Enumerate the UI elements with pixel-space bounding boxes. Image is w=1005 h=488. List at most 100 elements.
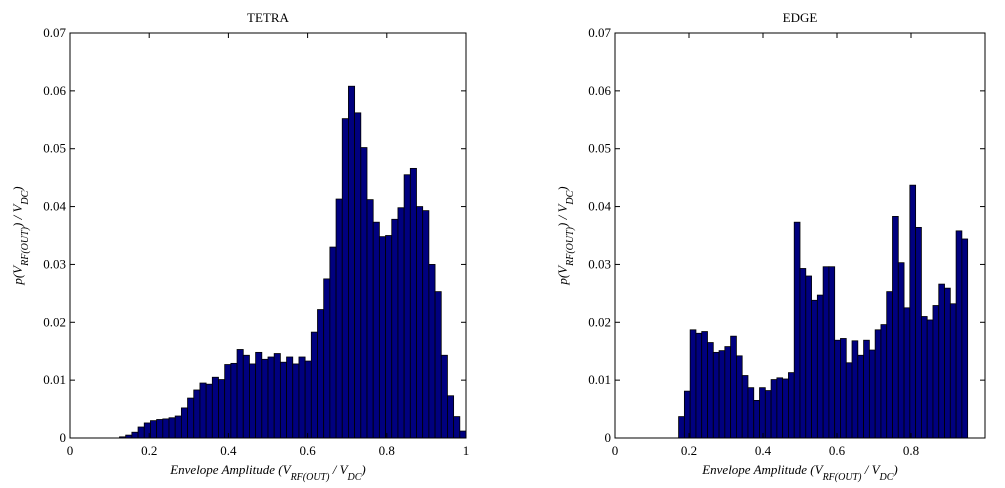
bar (955, 230, 963, 439)
bar (903, 307, 911, 439)
bar (909, 184, 917, 439)
bar (689, 329, 697, 439)
bar (273, 353, 281, 439)
subscript: DC (879, 472, 894, 483)
bar (323, 278, 331, 439)
bar (310, 331, 318, 439)
label-part: ) (360, 462, 365, 477)
bar (799, 268, 807, 439)
bar (304, 360, 312, 439)
bar (926, 319, 934, 439)
y-tick-label: 0.05 (43, 141, 66, 156)
bar (747, 387, 755, 439)
y-axis-label: p(VRF(OUT)) / VDC) (10, 186, 31, 285)
x-tick-label: 0 (67, 443, 74, 458)
bar (770, 379, 778, 439)
bar (863, 339, 870, 439)
label-part: Envelope Amplitude (V (169, 462, 292, 477)
y-tick-label: 0.06 (43, 83, 66, 98)
x-axis-label: Envelope Amplitude (VRF(OUT) / VDC) (169, 462, 366, 483)
y-tick-label: 0.07 (588, 25, 611, 40)
bar (811, 299, 818, 439)
bar (174, 415, 182, 439)
y-tick-label: 0.05 (588, 141, 611, 156)
bar (317, 309, 325, 439)
bar (707, 342, 714, 439)
bar (366, 199, 374, 439)
subscript: RF(OUT) (822, 472, 863, 483)
bar (447, 395, 455, 439)
bar (378, 236, 386, 439)
y-tick-label: 0.04 (588, 199, 611, 214)
x-tick-label: 0 (612, 443, 619, 458)
plot-frame (614, 32, 986, 439)
bar (874, 329, 882, 439)
x-tick-label: 0.8 (903, 443, 919, 458)
bar (267, 356, 275, 439)
bar (915, 226, 922, 439)
bar (695, 332, 703, 439)
bar (168, 417, 176, 439)
bar (892, 216, 899, 439)
bar (218, 379, 226, 439)
bar (788, 372, 795, 439)
bar (199, 382, 207, 439)
label-part: p(V (10, 264, 25, 286)
bar (701, 331, 708, 439)
bar (397, 207, 405, 439)
bar (255, 351, 263, 439)
y-tick-label: 0.02 (43, 314, 66, 329)
bar (286, 356, 294, 439)
x-tick-label: 0.4 (220, 443, 237, 458)
bar (816, 294, 824, 439)
bar (416, 206, 424, 439)
label-part: ) / V (555, 203, 570, 228)
x-tick-label: 0.2 (681, 443, 697, 458)
bar (944, 287, 951, 439)
bar (329, 246, 337, 439)
bar (868, 349, 876, 439)
bar (683, 390, 691, 439)
chart: EDGE 0 0.01 0.02 0.03 0.04 0.05 0.06 0.07 0 0.2 0.4… (555, 10, 986, 483)
x-axis-label: Envelope Amplitude (VRF(OUT) / VDC) (701, 462, 898, 483)
bar (434, 291, 442, 439)
bar (678, 416, 685, 439)
label-part: p(V (555, 264, 570, 286)
bar (736, 355, 743, 439)
chart-title: TETRA (247, 10, 289, 25)
bar (712, 351, 720, 439)
y-tick-label: 0.04 (43, 199, 66, 214)
bar (440, 354, 448, 439)
bar (886, 291, 893, 439)
bar (298, 356, 306, 439)
subscript: DC (347, 472, 362, 483)
bar (828, 266, 836, 439)
bar (730, 335, 737, 439)
y-tick-label: 0.07 (43, 25, 66, 40)
bar (764, 390, 772, 439)
y-tick-label: 0.03 (588, 256, 611, 271)
label-part: ) (892, 462, 897, 477)
bar (211, 376, 219, 439)
bar (459, 430, 467, 439)
y-tick-label: 0.01 (588, 372, 611, 387)
bar (724, 346, 732, 439)
bar (782, 378, 789, 439)
bar (961, 238, 969, 439)
chart: TETRA 0 0.01 0.02 0.03 0.04 0.05 0.06 0.07 0 0.2 0.… (10, 10, 469, 483)
bar (932, 305, 940, 439)
label-part: Envelope Amplitude (V (701, 462, 824, 477)
bar (851, 340, 859, 439)
x-tick-label: 0.6 (299, 443, 316, 458)
bar (453, 416, 461, 439)
y-axis-label: p(VRF(OUT)) / VDC) (555, 186, 576, 285)
bar (938, 283, 945, 439)
bar (187, 397, 195, 439)
label-part: ) / V (10, 203, 25, 228)
subscript: RF(OUT) (290, 472, 331, 483)
bar (845, 362, 853, 439)
bar (372, 221, 380, 439)
bar (753, 399, 760, 439)
bar (385, 235, 393, 439)
